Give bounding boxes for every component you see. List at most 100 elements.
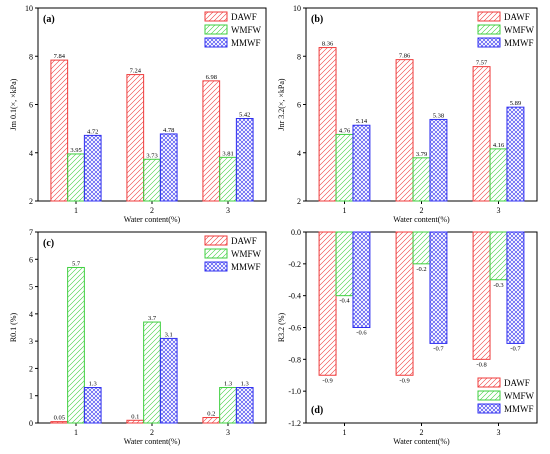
panel-a-y-axis-title: Jm 0.1(×, ×kPa) [9,78,18,130]
panel-d-legend: DAWF WMFW MMWF [477,377,535,414]
panel-c-bar-mmwf-2 [159,337,178,424]
panel-b-legend-swatch-wmfw [477,24,501,35]
panel-a-legend-swatch-wmfw [204,24,228,35]
panel-a-value-label: 4.72 [87,128,98,135]
panel-b-ytick-label: 8 [297,52,301,61]
panel-c-bar-wmfw-2 [143,321,161,424]
panel-d-value-label: -0.6 [356,330,367,337]
panel-a-legend-label-dawf: DAWF [231,12,257,22]
panel-a-value-label: 7.24 [130,68,142,75]
panel-d-value-label: -0.7 [510,345,521,352]
panel-b-xtick-label: 3 [497,206,501,215]
panel-c-value-label: 1.3 [241,381,249,388]
panel-d-bar-wmfw-3 [489,231,508,281]
panel-a-bar-mmwf-2 [159,133,178,202]
panel-b-bar-wmfw-3 [489,148,508,202]
panel-b-xtick-label: 2 [420,206,424,215]
panel-d-y-axis-title: R3.2 (%) [277,313,286,343]
panel-c-ytick-label: 7 [29,228,33,237]
panel-b-value-label: 4.16 [493,142,505,149]
panel-b-legend-label-wmfw: WMFW [504,25,535,35]
panel-a-value-label: 4.78 [163,127,174,134]
panel-c-xtick-label: 1 [74,428,78,437]
panel-d-bar-mmwf-2 [429,231,448,344]
panel-d-value-label: -0.9 [322,377,332,384]
panel-b-value-label: 4.76 [339,127,351,134]
panel-a-value-label: 3.81 [222,150,233,157]
panel-c-value-label: 3.7 [148,315,157,322]
panel-c-value-label: 0.1 [131,413,139,420]
panel-d-ytick-label: -0.2 [288,260,301,269]
panel-d-ytick-label: 0.0 [291,228,301,237]
panel-c-legend: DAWF WMFW MMWF [204,235,262,272]
panel-c-legend-swatch-mmwf [204,261,228,272]
panel-a-value-label: 6.98 [206,74,217,81]
panel-b-x-axis-title: Water content(%) [393,215,450,224]
panel-c-legend-label-mmwf: MMWF [231,262,261,272]
panel-c-xtick-label: 3 [226,428,230,437]
panel-c-value-label: 0.2 [207,411,215,418]
panel-c-ytick-label: 3 [29,337,33,346]
panel-d-ytick-label: -1.2 [288,419,301,428]
panel-b-value-label: 7.86 [399,53,411,60]
panel-a-value-label: 3.73 [146,152,157,159]
panel-b-legend-swatch-mmwf [477,37,501,48]
panel-d-panel-label: (d) [311,405,323,416]
panel-b-value-label: 8.36 [322,41,334,48]
panel-a: 2 4 6 8 10 1 7.84 3.95 4.72 2 7.24 3.73 4.78 3 6.98 3.8… [9,4,267,224]
panel-d-ytick-label: -0.8 [288,355,301,364]
panel-a-legend-label-wmfw: WMFW [231,25,262,35]
panel-a-bar-dawf-2 [126,74,145,202]
panel-d-bar-dawf-1 [318,231,337,376]
panel-d-value-label: -0.7 [433,345,444,352]
panel-b-value-label: 5.89 [510,100,521,107]
panel-c-ytick-label: 6 [29,255,33,264]
panel-a-ytick-label: 10 [25,4,33,13]
panel-b-ytick-label: 6 [297,101,301,110]
panel-a-legend-label-mmwf: MMWF [231,38,261,48]
panel-c-ytick-label: 5 [29,283,33,292]
panel-c-legend-label-dawf: DAWF [231,236,257,246]
panel-b-bar-dawf-1 [318,47,337,202]
panel-c-value-label: 5.7 [72,260,81,267]
panel-d-value-label: -0.3 [493,282,503,289]
panel-b-ytick-label: 10 [293,4,301,13]
panel-b-legend-swatch-dawf [477,11,501,22]
panel-d-value-label: -0.4 [339,298,350,305]
panel-d-ytick-label: -1.0 [288,387,301,396]
panel-c-bar-dawf-1 [50,421,69,424]
panel-d-xtick-label: 1 [343,428,347,437]
panel-b-legend-label-dawf: DAWF [504,12,530,22]
panel-c-ytick-label: 1 [29,392,33,401]
panel-c-ytick-label: 4 [29,310,33,319]
panel-d: -1.2 -1.0 -0.8 -0.6 -0.4 -0.2 0.0 1 -0.9 -0.4 -0.6… [277,228,538,446]
panel-b-bar-wmfw-1 [335,133,354,202]
panel-c-value-label: 1.3 [89,381,97,388]
panel-d-value-label: -0.2 [416,266,426,273]
panel-a-xtick-label: 1 [74,206,78,215]
panel-d-legend-swatch-dawf [477,377,501,388]
panel-b-legend: DAWF WMFW MMWF [477,11,535,48]
panel-a-ytick-label: 2 [29,197,33,206]
panel-b-panel-label: (b) [311,14,323,25]
panel-b: 2 4 6 8 10 1 8.36 4.76 5.14 2 7.86 3.79 5.38 3 7.57 4.1… [277,4,538,224]
panel-c: 0 1 2 3 4 5 6 7 1 0.05 5.7 1.3 2 0.1 3.7 3.1 3 0.2 1.3 1.3 W… [9,228,267,446]
panel-b-bar-dawf-3 [472,66,491,202]
panel-d-legend-label-dawf: DAWF [504,378,530,388]
panel-c-ytick-label: 2 [29,364,33,373]
panel-d-legend-label-mmwf: MMWF [504,404,534,414]
panel-c-legend-swatch-dawf [204,235,228,246]
panel-b-bar-wmfw-2 [412,157,431,202]
panel-b-value-label: 3.79 [416,151,427,158]
panel-b-bar-mmwf-1 [352,124,371,202]
panel-c-value-label: 1.3 [224,381,232,388]
panel-c-legend-swatch-wmfw [204,248,228,259]
panel-a-ytick-label: 4 [29,149,33,158]
panel-c-bar-wmfw-1 [67,266,85,424]
panel-b-bar-mmwf-2 [429,118,448,202]
panel-a-bar-wmfw-3 [219,156,237,202]
panel-d-bar-wmfw-2 [412,231,431,265]
panel-a-bar-wmfw-1 [67,153,85,202]
panel-a-legend: DAWF WMFW MMWF [204,11,262,48]
